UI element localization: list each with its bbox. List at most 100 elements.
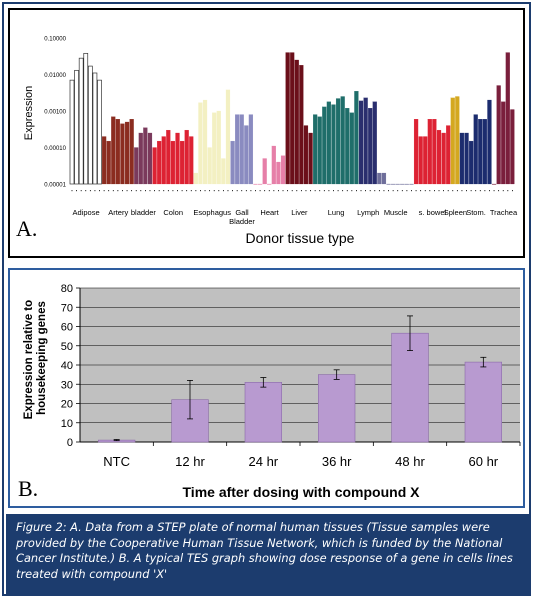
chart-a-xtick — [71, 190, 73, 192]
chart-a-xtick — [406, 190, 408, 192]
panel-b: Expression relative to housekeeping gene… — [8, 268, 525, 508]
chart-a-bar — [120, 123, 125, 185]
chart-a-xtick — [360, 190, 362, 192]
chart-b-ytick-label: 60 — [61, 322, 73, 334]
chart-a-bar — [413, 118, 419, 185]
chart-a-xtick — [172, 190, 174, 192]
chart-b-ytick-label: 80 — [61, 283, 73, 295]
chart-a-xtick — [369, 190, 371, 192]
chart-a-bar — [74, 69, 79, 185]
chart-a-xtick — [108, 190, 110, 192]
chart-a-xtick — [333, 190, 334, 192]
chart-a-xtick — [401, 190, 403, 192]
chart-a-xtick — [415, 190, 417, 192]
chart-a-ytick-label: 0.01000 — [44, 73, 66, 79]
chart-a-bar — [331, 104, 336, 185]
chart-b-ytick-label: 0 — [67, 437, 73, 449]
chart-b-xtick-label: 60 hr — [469, 454, 499, 469]
chart-a-bar — [491, 183, 497, 185]
chart-a-bar — [248, 114, 254, 185]
chart-a-bar — [152, 147, 157, 185]
chart-a-xtick — [420, 190, 422, 192]
chart-a-xtick-label: Colon — [163, 208, 183, 217]
chart-a-xtick — [145, 190, 146, 192]
chart-a-xtick — [397, 190, 399, 192]
chart-a-bar — [317, 116, 322, 185]
chart-a-xtick — [204, 190, 206, 192]
chart-a-xtick — [131, 190, 133, 192]
chart-a-xtick — [443, 190, 444, 192]
chart-a-xtick — [493, 190, 495, 192]
chart-a-xtick — [470, 190, 472, 192]
chart-a-bar — [166, 129, 171, 185]
chart-a-xtick — [498, 190, 500, 192]
chart-a-xtick — [507, 190, 509, 192]
chart-a-bar — [143, 127, 148, 185]
chart-a-ytick-label: 0.00001 — [44, 183, 66, 189]
chart-a-xtick — [99, 190, 100, 192]
chart-a-bar — [404, 183, 409, 185]
chart-a-xtick-label: Muscle — [384, 208, 408, 217]
chart-a-bar — [308, 132, 313, 185]
chart-a-bar — [271, 145, 276, 185]
chart-a-bar — [510, 109, 515, 185]
chart-a-xtick — [117, 190, 119, 192]
chart-a-bar — [487, 99, 492, 185]
chart-a-xtick — [213, 190, 215, 192]
chart-a-xtick-label: Bladder — [229, 217, 255, 226]
chart-a-bar — [400, 183, 405, 185]
chart-a-xtick — [429, 190, 431, 192]
chart-a-bar — [299, 65, 304, 185]
chart-b: Expression relative to housekeeping gene… — [18, 283, 521, 501]
chart-a-xtick-label: Gall — [235, 208, 249, 217]
chart-a-bar — [97, 79, 102, 185]
chart-a-xtick — [268, 190, 270, 192]
chart-a-bar — [464, 132, 469, 185]
chart-a-bar — [225, 89, 231, 185]
chart-a-bar — [69, 79, 75, 185]
chart-a-xlabel: Donor tissue type — [246, 230, 355, 246]
chart-a-xtick — [456, 190, 458, 192]
chart-a: Expression A. Donor tissue type 0.10000 0… — [16, 37, 518, 247]
chart-a-xtick — [181, 190, 183, 192]
chart-a-bar — [358, 100, 364, 185]
chart-a-bar — [175, 132, 180, 185]
chart-a-xtick — [245, 190, 247, 192]
chart-a-xtick — [479, 190, 481, 192]
chart-a-bar — [129, 118, 134, 185]
chart-a-xtick — [282, 190, 284, 192]
chart-a-xtick — [250, 190, 252, 192]
chart-a-bar — [212, 112, 217, 185]
chart-a-bar — [386, 183, 391, 185]
chart-a-bar — [134, 147, 139, 185]
chart-a-xtick — [200, 190, 201, 192]
chart-a-xtick-label: Lung — [328, 208, 345, 217]
chart-a-bar — [124, 121, 130, 185]
chart-a-bar — [377, 172, 382, 185]
chart-b-ytick-label: 40 — [61, 360, 73, 372]
chart-a-bar — [170, 140, 176, 185]
chart-a-xtick — [190, 190, 192, 192]
chart-a-xtick — [259, 190, 261, 192]
chart-a-xtick-label: Adipose — [73, 208, 100, 217]
chart-a-bar — [290, 52, 295, 185]
chart-a-bar — [501, 101, 506, 185]
chart-b-ylabel: Expression relative to housekeeping gene… — [23, 297, 48, 420]
chart-a-xtick — [314, 190, 316, 192]
chart-a-xtick — [512, 190, 513, 192]
chart-b-xlabel: Time after dosing with compound X — [183, 484, 421, 500]
chart-a-bar — [257, 183, 263, 185]
chart-a-bar — [459, 132, 465, 185]
chart-b-xtick-label: 36 hr — [322, 454, 352, 469]
chart-a-xtick — [305, 190, 307, 192]
chart-a-xtick — [186, 190, 188, 192]
chart-a-bar — [230, 140, 235, 185]
chart-a-bar — [78, 57, 84, 185]
chart-a-bar — [280, 155, 286, 185]
chart-b-bar — [391, 332, 429, 443]
chart-a-xtick-label: Liver — [291, 208, 308, 217]
chart-a-xtick-label: Spleen — [444, 208, 467, 217]
chart-a-bar — [92, 72, 98, 185]
chart-a-xtick — [424, 190, 426, 192]
chart-a-bar — [478, 118, 483, 185]
